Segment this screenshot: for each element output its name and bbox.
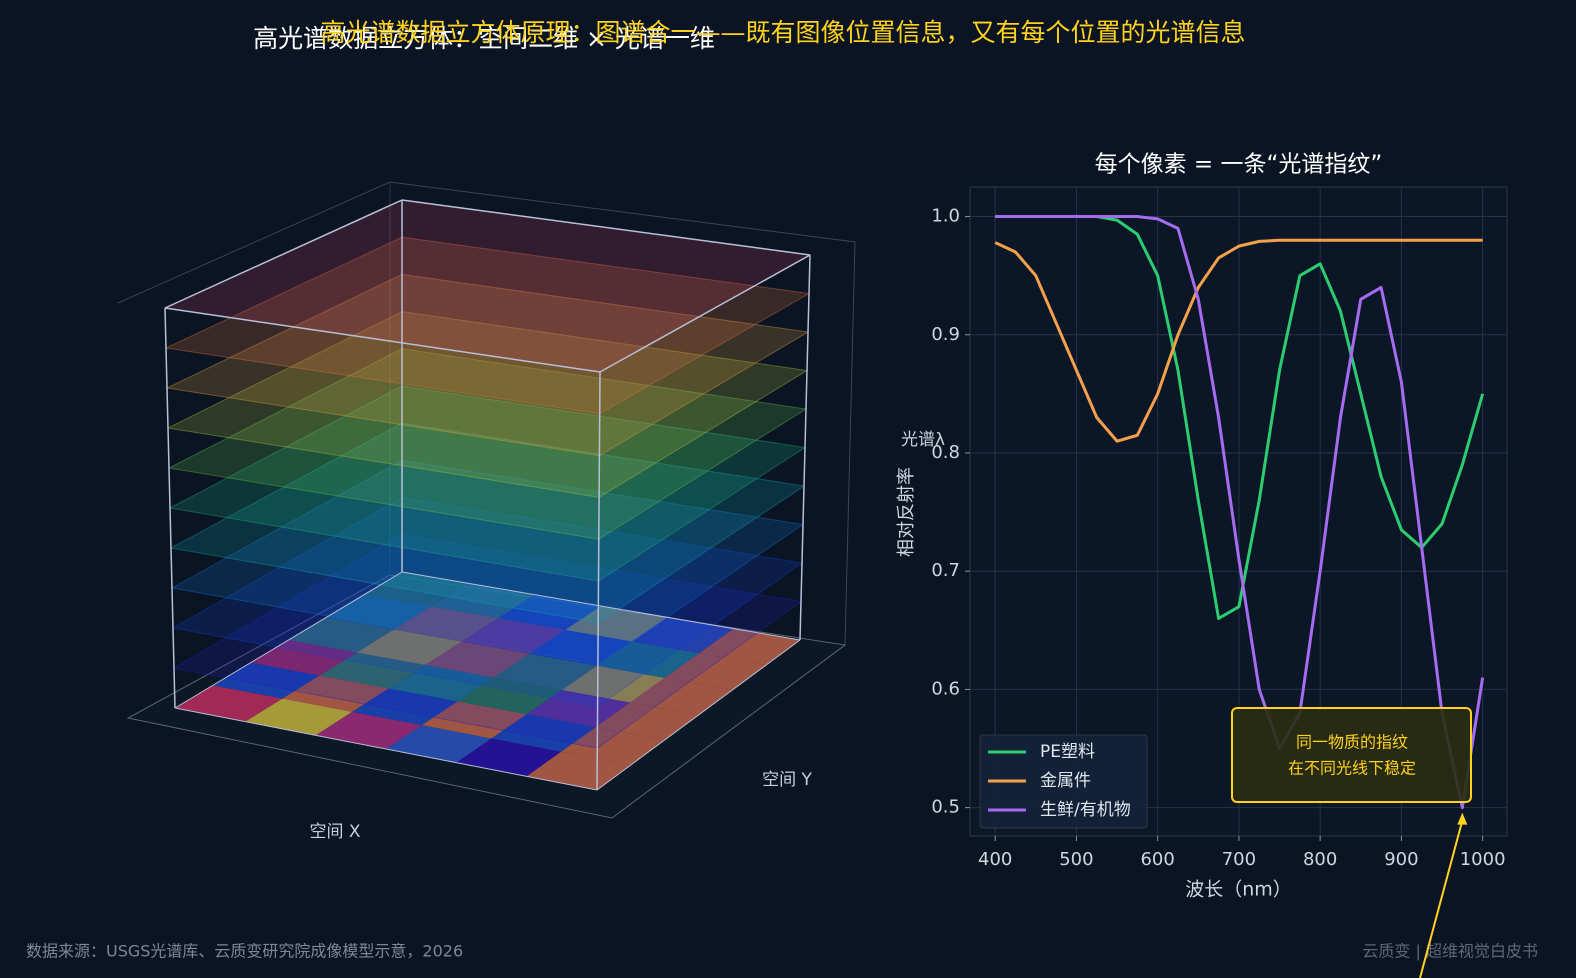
x-tick-label: 700 (1222, 849, 1256, 870)
footer-brand: 云质变 | 超维视觉白皮书 (1362, 942, 1538, 961)
cube-z-label: 光谱λ (901, 430, 945, 450)
cube-edge (164, 307, 601, 373)
pixel-cell (364, 572, 469, 607)
pixel-cell (597, 641, 700, 678)
cube-edge (401, 199, 811, 256)
pixel-cell (457, 677, 562, 715)
x-tick-label: 1000 (1460, 849, 1506, 870)
cube-edge (599, 254, 811, 373)
chart-title: 每个像素 = 一条“光谱指纹” (1095, 152, 1383, 178)
subtitle: 高光谱数据立方体原理：图谱合一——既有图像位置信息，又有每个位置的光谱信息 (320, 18, 1245, 47)
pixel-cell (565, 606, 668, 642)
annotation-text: 在不同光线下稳定 (1288, 759, 1416, 778)
cube-x-label: 空间 X (309, 822, 360, 842)
pixel-cell (356, 629, 462, 665)
pixel-cell (595, 702, 699, 740)
cube-edge (174, 707, 598, 791)
main-title: 高光谱数据立方体：空间二维 × 光谱一维 (253, 24, 715, 53)
x-tick-label: 500 (1059, 849, 1093, 870)
pixel-cell (425, 641, 530, 678)
pixel-cell (699, 628, 800, 665)
pixel-cell (529, 629, 633, 666)
cube-edge (164, 199, 403, 309)
pixel-cell (561, 727, 665, 765)
pixel-cell (245, 698, 353, 736)
x-tick-label: 800 (1303, 849, 1337, 870)
cube-edge (596, 371, 601, 791)
x-axis-label: 波长（nm） (1185, 879, 1292, 901)
series-line (994, 238, 1483, 443)
legend-label: 金属件 (1040, 771, 1091, 791)
cube-edge (596, 639, 801, 791)
annotation-text: 同一物质的指纹 (1296, 733, 1408, 752)
pixel-cell (315, 711, 422, 749)
x-tick-label: 900 (1384, 849, 1418, 870)
pixel-cell (175, 685, 283, 722)
pixel-cell (561, 665, 665, 703)
cube-3d (117, 181, 856, 819)
pixel-cell (212, 662, 320, 699)
pixel-cell (491, 714, 596, 752)
y-tick-label: 0.6 (931, 678, 960, 699)
pixel-cell (326, 594, 432, 630)
y-axis-label: 相对反射率 (896, 467, 917, 557)
legend-label: 生鲜/有机物 (1040, 800, 1131, 820)
pixel-cell (250, 640, 357, 676)
annotation-box (1231, 707, 1472, 803)
annotation-arrow (1419, 820, 1464, 978)
legend-box (979, 734, 1148, 829)
footer-source: 数据来源：USGS光谱库、云质变研究院成像模型示意，2026 (26, 942, 463, 961)
pixel-cell (630, 677, 733, 715)
pixel-cell (319, 652, 426, 689)
pixel-cell (498, 594, 601, 630)
cube-y-label: 空间 Y (762, 770, 812, 790)
x-tick-label: 400 (978, 849, 1012, 870)
y-tick-label: 0.5 (931, 797, 960, 818)
pixel-cell (664, 653, 767, 690)
cube-edge (174, 571, 403, 709)
pixel-cell (388, 665, 494, 702)
pixel-cell (526, 751, 631, 790)
pixel-cell (282, 675, 389, 712)
y-tick-label: 0.8 (931, 442, 960, 463)
y-tick-label: 0.9 (931, 324, 960, 345)
pixel-cell (421, 701, 527, 739)
pixel-cell (431, 583, 535, 619)
pixel-cell (632, 617, 734, 654)
cube-edge (401, 571, 801, 641)
series-line (995, 215, 1485, 810)
pixel-cell (493, 653, 597, 690)
pixel-cell (461, 618, 566, 654)
arrow-head (1457, 812, 1468, 825)
pixel-cell (288, 617, 394, 653)
x-tick-label: 600 (1140, 849, 1174, 870)
pixel-cell (386, 725, 492, 763)
pixel-cell (526, 690, 631, 728)
y-tick-label: 1.0 (931, 206, 960, 227)
legend-label: PE塑料 (1040, 742, 1095, 762)
pane-edge (117, 181, 856, 646)
cube-edge (164, 307, 176, 709)
pixel-cell (352, 688, 458, 726)
pixel-cell (456, 738, 562, 777)
pixel-cell (394, 606, 499, 642)
y-tick-label: 0.7 (931, 560, 960, 581)
cube-edge (799, 254, 811, 641)
